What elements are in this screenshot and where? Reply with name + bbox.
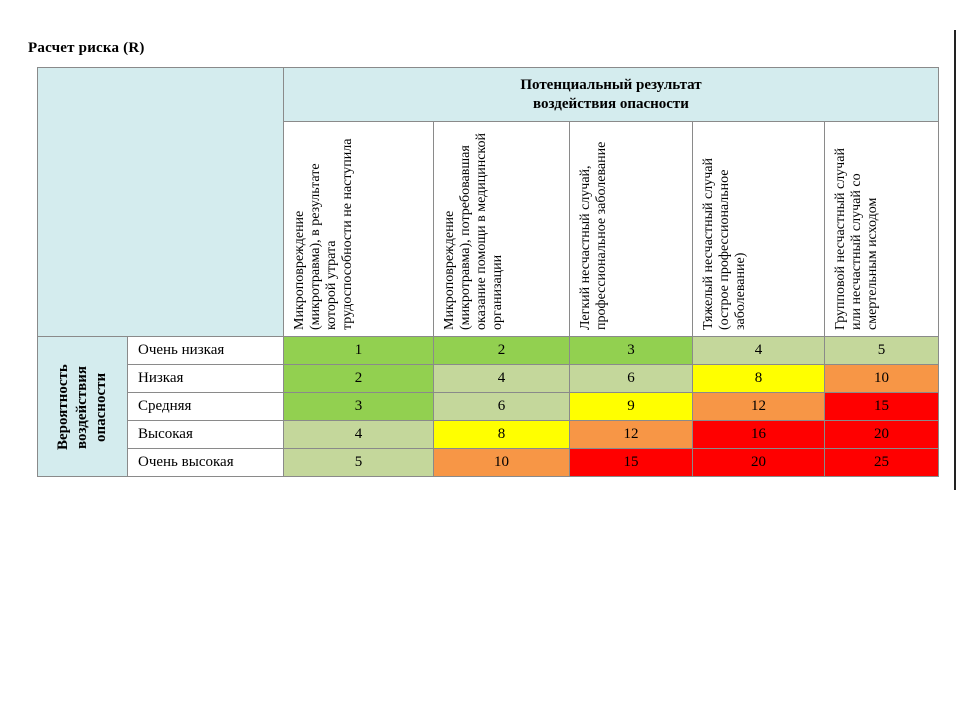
probability-group-label: Вероятность воздействия опасности <box>37 336 128 477</box>
table-row: Очень высокая 5 10 15 20 25 <box>38 448 939 477</box>
risk-value-cell: 2 <box>433 336 570 365</box>
column-header: Микроповреждение (микротравма), потребов… <box>433 121 570 337</box>
risk-matrix-table: Потенциальный результат воздействия опас… <box>37 67 939 477</box>
risk-value-cell: 6 <box>569 364 693 393</box>
risk-value-cell: 4 <box>283 420 434 449</box>
potential-result-header-line2: воздействия опасности <box>533 95 689 112</box>
row-label: Низкая <box>127 364 284 393</box>
risk-value-cell: 15 <box>569 448 693 477</box>
column-header: Групповой несчастный случай или несчастн… <box>824 121 939 337</box>
column-header-label: Микроповреждение (микротравма), потребов… <box>442 133 505 330</box>
header-row-main: Потенциальный результат воздействия опас… <box>37 67 939 337</box>
table-row: Высокая 4 8 12 16 20 <box>38 420 939 449</box>
risk-value-cell: 10 <box>824 364 939 393</box>
probability-group-label-line2: воздействия <box>74 364 90 449</box>
column-header: Тяжелый несчастный случай (острое профес… <box>692 121 825 337</box>
probability-group-label-line3: опасности <box>93 371 109 442</box>
risk-value-cell: 16 <box>692 420 825 449</box>
row-label: Высокая <box>127 420 284 449</box>
risk-value-cell: 4 <box>692 336 825 365</box>
column-header: Легкий несчастный случай, профессиональн… <box>569 121 693 337</box>
risk-value-cell: 3 <box>283 392 434 421</box>
risk-value-cell: 5 <box>824 336 939 365</box>
row-label: Средняя <box>127 392 284 421</box>
risk-value-cell: 6 <box>433 392 570 421</box>
potential-result-header: Потенциальный результат воздействия опас… <box>283 67 939 122</box>
risk-value-cell: 1 <box>283 336 434 365</box>
row-label: Очень низкая <box>127 336 284 365</box>
row-label: Очень высокая <box>127 448 284 477</box>
risk-value-cell: 25 <box>824 448 939 477</box>
risk-value-cell: 8 <box>692 364 825 393</box>
column-header: Микроповреждение (микротравма), в резуль… <box>283 121 434 337</box>
risk-value-cell: 15 <box>824 392 939 421</box>
column-header-label: Микроповреждение (микротравма), в резуль… <box>292 138 355 331</box>
column-header-label: Легкий несчастный случай, профессиональн… <box>578 141 609 330</box>
risk-value-cell: 4 <box>433 364 570 393</box>
column-header-label: Тяжелый несчастный случай (острое профес… <box>701 158 748 330</box>
risk-value-cell: 10 <box>433 448 570 477</box>
column-header-label: Групповой несчастный случай или несчастн… <box>833 148 880 330</box>
risk-value-cell: 12 <box>692 392 825 421</box>
risk-value-cell: 20 <box>824 420 939 449</box>
risk-value-cell: 8 <box>433 420 570 449</box>
risk-value-cell: 2 <box>283 364 434 393</box>
risk-value-cell: 12 <box>569 420 693 449</box>
potential-result-header-line1: Потенциальный результат <box>520 76 702 93</box>
table-row: Низкая 2 4 6 8 10 <box>38 364 939 393</box>
risk-value-cell: 3 <box>569 336 693 365</box>
corner-cell <box>37 67 284 337</box>
table-row: Средняя 3 6 9 12 15 <box>38 392 939 421</box>
header-row-columns: Микроповреждение (микротравма), в резуль… <box>38 121 939 337</box>
risk-value-cell: 20 <box>692 448 825 477</box>
document-title: Расчет риска (R) <box>28 40 145 56</box>
risk-value-cell: 5 <box>283 448 434 477</box>
page-edge-line <box>954 30 956 490</box>
probability-group-label-line1: Вероятность <box>55 363 71 450</box>
risk-value-cell: 9 <box>569 392 693 421</box>
table-row: Вероятность воздействия опасности Очень … <box>37 336 939 477</box>
